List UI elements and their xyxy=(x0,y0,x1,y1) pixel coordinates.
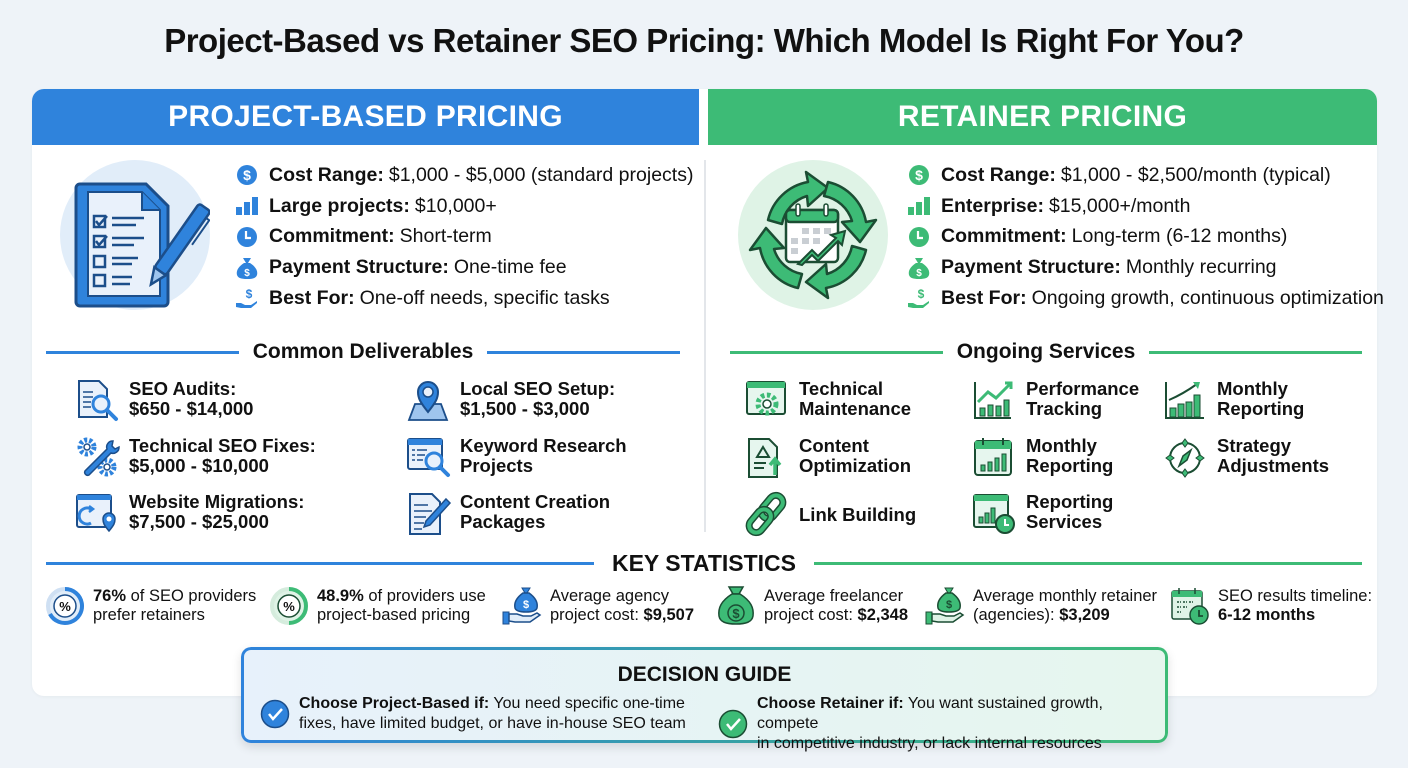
calendar-clock-icon xyxy=(1171,588,1209,625)
decision-guide-title: DECISION GUIDE xyxy=(617,663,792,686)
hand-dollar-icon: $ xyxy=(234,287,260,311)
dollar-coin-icon: $ xyxy=(906,163,932,187)
service-item: Performance Tracking xyxy=(972,378,1139,424)
svg-text:$: $ xyxy=(915,167,923,183)
service-item: Technical Maintenance xyxy=(745,378,911,424)
stat-item: $ Average monthly retainer (agencies): $3… xyxy=(925,586,1157,626)
divider-line xyxy=(46,562,594,565)
stat-item: SEO results timeline: 6-12 months xyxy=(1170,586,1372,626)
svg-text:$: $ xyxy=(243,167,251,183)
project-fact-payment: $ Payment Structure: One-time fee xyxy=(234,252,693,283)
chain-link-icon xyxy=(745,491,787,537)
check-circle-blue-icon xyxy=(260,699,290,729)
service-item: Monthly Reporting xyxy=(972,435,1113,481)
retainer-fact-cost-range: $ Cost Range: $1,000 - $2,500/month (typi… xyxy=(906,160,1384,191)
retainer-fact-commitment: Commitment: Long-term (6-12 months) xyxy=(906,222,1384,253)
bar-chart-icon xyxy=(906,194,932,218)
deliverables-section-heading: Common Deliverables xyxy=(46,340,681,364)
percent-ring-green-icon: % xyxy=(270,587,308,625)
check-circle-green-icon xyxy=(718,709,748,739)
divider-line xyxy=(46,350,239,354)
map-pin-icon xyxy=(407,381,449,421)
clock-icon xyxy=(234,225,260,249)
panel-divider xyxy=(704,160,706,532)
svg-text:$: $ xyxy=(244,268,250,279)
service-item: Link Building xyxy=(745,491,916,537)
services-section-heading: Ongoing Services xyxy=(730,340,1362,364)
compass-icon xyxy=(1165,438,1205,478)
document-pen-icon xyxy=(409,493,452,535)
browser-search-icon xyxy=(407,438,450,477)
deliverable-item: Keyword Research Projects xyxy=(406,435,627,481)
svg-text:%: % xyxy=(283,599,295,614)
divider-line xyxy=(730,350,943,354)
bar-chart-icon xyxy=(234,194,260,218)
service-item: Monthly Reporting xyxy=(1163,378,1304,424)
dollar-coin-icon: $ xyxy=(234,163,260,187)
project-hero xyxy=(60,160,211,310)
cycle-calendar-growth-icon xyxy=(748,170,878,300)
service-item: Reporting Services xyxy=(972,491,1113,537)
page-title: Project-Based vs Retainer SEO Pricing: W… xyxy=(164,22,1244,59)
retainer-hero xyxy=(738,160,888,310)
decision-guide: DECISION GUIDE Choose Project-Based if: … xyxy=(241,647,1168,752)
retainer-fact-best-for: $ Best For: Ongoing growth, continuous op… xyxy=(906,283,1384,314)
svg-text:$: $ xyxy=(732,606,740,621)
project-fact-large-projects: Large projects: $10,000+ xyxy=(234,191,693,222)
checklist-document-pen-icon xyxy=(74,182,211,308)
divider-line xyxy=(1149,350,1362,354)
percent-ring-blue-icon: % xyxy=(46,587,84,625)
gears-wrench-icon xyxy=(77,437,120,477)
guide-project-based: Choose Project-Based if: You need specif… xyxy=(260,694,686,734)
retainer-fact-enterprise: Enterprise: $15,000+/month xyxy=(906,191,1384,222)
money-bag-green-icon: $ xyxy=(718,586,754,625)
retainer-pricing-header: RETAINER PRICING xyxy=(708,89,1377,145)
project-fact-cost-range: $ Cost Range: $1,000 - $5,000 (standard p… xyxy=(234,160,693,191)
service-item: Strategy Adjustments xyxy=(1163,435,1329,481)
document-search-icon xyxy=(78,380,118,421)
guide-retainer: Choose Retainer if: You want sustained g… xyxy=(718,694,1165,754)
clock-icon xyxy=(906,225,932,249)
document-upload-icon xyxy=(748,438,782,478)
deliverable-item: Technical SEO Fixes: $5,000 - $10,000 xyxy=(75,435,316,481)
stat-item: % 48.9% of providers use project-based pr… xyxy=(269,586,486,626)
project-fact-commitment: Commitment: Short-term xyxy=(234,222,693,253)
project-fact-best-for: $ Best For: One-off needs, specific tasks xyxy=(234,283,693,314)
stat-item: $ Average freelancer project cost: $2,348 xyxy=(716,586,908,626)
calendar-chart-icon xyxy=(974,438,1012,476)
browser-chart-clock-icon xyxy=(973,494,1015,534)
hand-money-bag-green-icon: $ xyxy=(925,587,965,625)
money-bag-icon: $ xyxy=(234,256,260,280)
hand-dollar-icon: $ xyxy=(906,287,932,311)
retainer-fact-payment: $ Payment Structure: Monthly recurring xyxy=(906,252,1384,283)
stat-item: % 76% of SEO providers prefer retainers xyxy=(45,586,256,626)
browser-migrate-icon xyxy=(76,494,116,533)
browser-gear-icon xyxy=(746,381,786,416)
deliverable-item: Local SEO Setup: $1,500 - $3,000 xyxy=(406,378,615,424)
project-pricing-header: PROJECT-BASED PRICING xyxy=(32,89,699,145)
svg-text:%: % xyxy=(59,599,71,614)
growth-bars-icon xyxy=(1165,382,1204,419)
svg-text:$: $ xyxy=(523,599,529,611)
svg-text:$: $ xyxy=(916,268,922,279)
divider-line xyxy=(487,350,681,354)
service-item: Content Optimization xyxy=(745,435,911,481)
money-bag-icon: $ xyxy=(906,256,932,280)
svg-text:$: $ xyxy=(946,599,952,611)
project-facts: $ Cost Range: $1,000 - $5,000 (standard p… xyxy=(234,160,693,314)
stat-item: $ Average agency project cost: $9,507 xyxy=(502,586,694,626)
statistics-section-heading: KEY STATISTICS xyxy=(46,550,1362,577)
deliverable-item: Content Creation Packages xyxy=(406,491,610,537)
hand-money-bag-blue-icon: $ xyxy=(502,587,542,625)
svg-text:$: $ xyxy=(246,287,253,301)
retainer-facts: $ Cost Range: $1,000 - $2,500/month (typi… xyxy=(906,160,1384,314)
divider-line xyxy=(814,562,1362,565)
deliverable-item: SEO Audits: $650 - $14,000 xyxy=(75,378,253,424)
deliverable-item: Website Migrations: $7,500 - $25,000 xyxy=(75,491,304,537)
trend-chart-icon xyxy=(974,381,1013,419)
svg-text:$: $ xyxy=(918,287,925,301)
